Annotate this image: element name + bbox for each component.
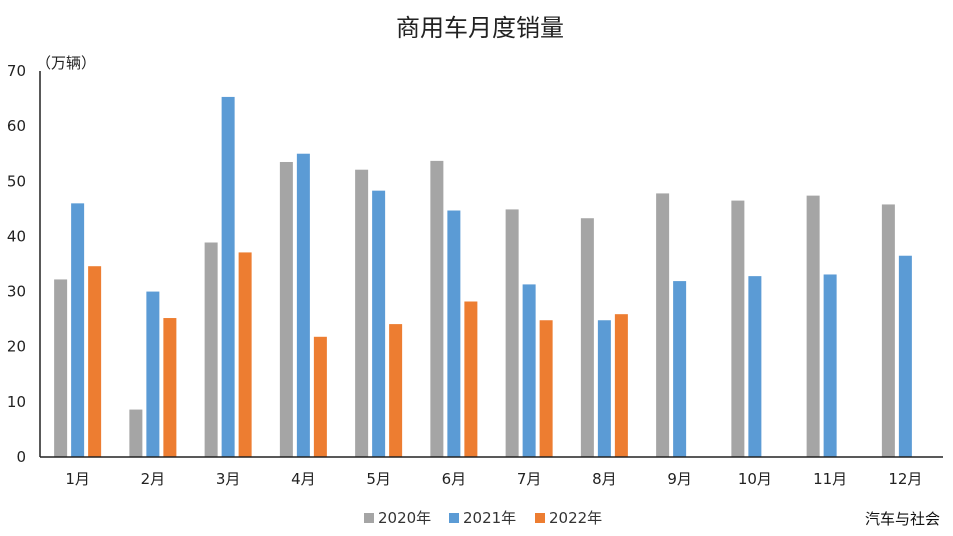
legend-swatch xyxy=(449,513,459,523)
y-tick-label: 30 xyxy=(7,283,26,301)
legend-label: 2020年 xyxy=(378,509,431,527)
bar-2月-2020年 xyxy=(129,409,143,457)
x-tick-label: 1月 xyxy=(65,470,90,488)
x-tick-label: 2月 xyxy=(141,470,166,488)
x-tick-label: 5月 xyxy=(366,470,391,488)
legend-label: 2021年 xyxy=(463,509,516,527)
legend-swatch xyxy=(535,513,545,523)
bar-8月-2021年 xyxy=(597,320,611,457)
bar-1月-2020年 xyxy=(54,279,68,457)
legend-label: 2022年 xyxy=(549,509,602,527)
bar-7月-2021年 xyxy=(522,284,536,457)
y-tick-label: 50 xyxy=(7,172,26,190)
source-label: 汽车与社会 xyxy=(865,510,940,528)
x-tick-label: 6月 xyxy=(442,470,467,488)
bar-9月-2020年 xyxy=(656,193,670,457)
x-tick-label: 10月 xyxy=(738,470,772,488)
bar-5月-2022年 xyxy=(389,324,403,457)
bar-6月-2021年 xyxy=(447,210,461,457)
bar-10月-2021年 xyxy=(748,276,762,457)
x-tick-label: 11月 xyxy=(813,470,847,488)
y-axis-unit-label: （万辆） xyxy=(36,54,96,72)
bar-6月-2020年 xyxy=(430,160,444,457)
bar-12月-2021年 xyxy=(898,255,912,457)
bar-11月-2020年 xyxy=(806,195,820,457)
legend-swatch xyxy=(364,513,374,523)
bar-4月-2021年 xyxy=(296,153,310,457)
x-tick-label: 9月 xyxy=(667,470,692,488)
y-axis-ticks: 0 10 20 30 40 50 60 70 xyxy=(7,62,26,466)
chart-title: 商用车月度销量 xyxy=(396,14,564,42)
bar-9月-2021年 xyxy=(673,281,687,457)
bar-5月-2021年 xyxy=(372,190,386,457)
x-axis-ticks: 1月 2月 3月 4月 5月 6月 7月 8月 9月 10月 11月 12月 xyxy=(65,470,922,488)
bar-3月-2020年 xyxy=(204,242,218,457)
bar-8月-2022年 xyxy=(614,314,628,457)
y-tick-label: 60 xyxy=(7,117,26,135)
y-tick-label: 20 xyxy=(7,338,26,356)
bar-3月-2021年 xyxy=(221,96,235,457)
y-tick-label: 40 xyxy=(7,227,26,245)
bar-8月-2020年 xyxy=(580,218,594,457)
bar-3月-2022年 xyxy=(238,252,252,457)
bars-group xyxy=(54,96,912,458)
bar-12月-2020年 xyxy=(881,204,895,457)
x-tick-label: 7月 xyxy=(517,470,542,488)
y-tick-label: 70 xyxy=(7,62,26,80)
y-tick-label: 0 xyxy=(16,448,26,466)
x-tick-label: 12月 xyxy=(888,470,922,488)
bar-4月-2022年 xyxy=(313,336,327,457)
bar-10月-2020年 xyxy=(731,200,745,458)
legend: 2020年 2021年 2022年 xyxy=(364,509,602,527)
y-tick-label: 10 xyxy=(7,393,26,411)
bar-7月-2020年 xyxy=(505,209,519,457)
bar-2月-2021年 xyxy=(146,291,160,457)
x-tick-label: 8月 xyxy=(592,470,617,488)
x-tick-label: 3月 xyxy=(216,470,241,488)
bar-1月-2021年 xyxy=(71,203,85,457)
bar-7月-2022年 xyxy=(539,320,553,457)
bar-2月-2022年 xyxy=(163,318,177,457)
bar-11月-2021年 xyxy=(823,274,837,457)
bar-6月-2022年 xyxy=(464,301,478,457)
bar-1月-2022年 xyxy=(88,266,102,457)
bar-4月-2020年 xyxy=(279,161,293,457)
bar-5月-2020年 xyxy=(355,169,369,457)
x-tick-label: 4月 xyxy=(291,470,316,488)
